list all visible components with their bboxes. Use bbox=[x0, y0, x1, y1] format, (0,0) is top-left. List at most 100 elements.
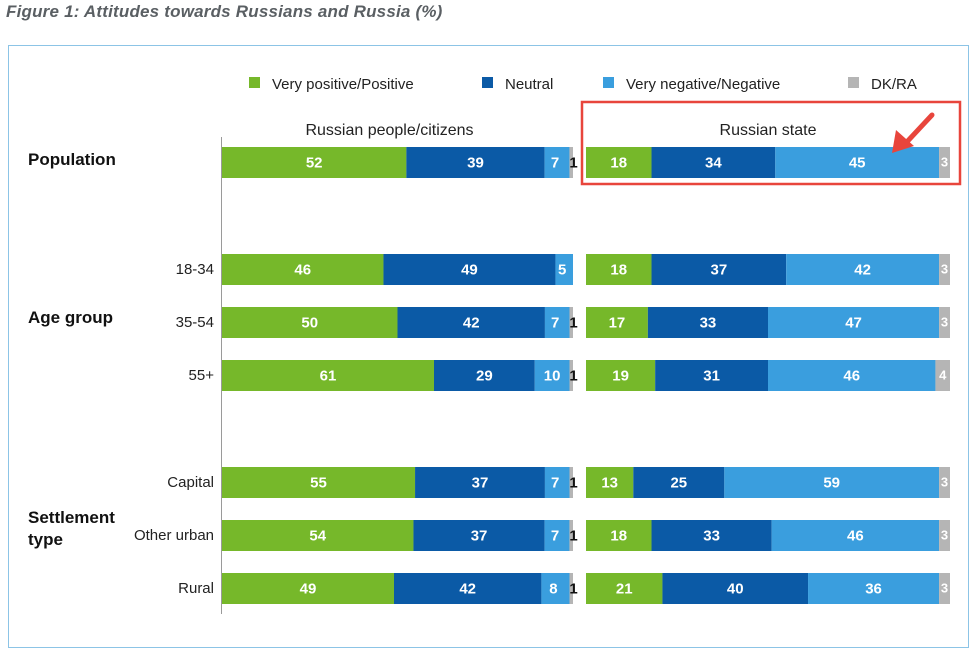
label-settlement-type-other-urban-russian-state-very-positive-positive: 18 bbox=[610, 528, 627, 545]
bar-population-all-russian-state-neutral bbox=[651, 147, 776, 178]
label-settlement-type-rural-russian-state-very-positive-positive: 21 bbox=[616, 581, 633, 598]
label-age-group-18-34-russian-people-citizens-very-positive-positive: 46 bbox=[294, 262, 311, 279]
bar-settlement-type-other-urban-russian-people-citizens-dk-ra bbox=[569, 520, 573, 551]
label-age-group-55-russian-people-citizens-very-negative-negative: 10 bbox=[544, 368, 561, 385]
panel-title-russian-state: Russian state bbox=[720, 122, 817, 139]
label-settlement-type-rural-russian-people-citizens-neutral: 42 bbox=[459, 581, 476, 598]
arrow-head bbox=[892, 130, 914, 153]
bar-age-group-55-russian-people-citizens-dk-ra bbox=[569, 360, 573, 391]
bar-settlement-type-other-urban-russian-people-citizens-very-negative-negative bbox=[544, 520, 570, 551]
label-settlement-type-rural-russian-people-citizens-dk-ra: 1 bbox=[569, 581, 577, 598]
group-label-population: Population bbox=[28, 150, 116, 169]
label-settlement-type-other-urban-russian-people-citizens-very-negative-negative: 7 bbox=[551, 528, 559, 545]
legend-label-neutral: Neutral bbox=[505, 76, 553, 93]
bar-age-group-18-34-russian-state-very-negative-negative bbox=[786, 254, 940, 285]
label-population-all-russian-people-citizens-very-negative-negative: 7 bbox=[551, 155, 559, 172]
group-label-age-group: Age group bbox=[28, 308, 113, 327]
label-age-group-55-russian-state-neutral: 31 bbox=[703, 368, 720, 385]
label-age-group-55-russian-state-very-negative-negative: 46 bbox=[843, 368, 860, 385]
label-age-group-35-54-russian-state-very-negative-negative: 47 bbox=[845, 315, 862, 332]
label-population-all-russian-people-citizens-very-positive-positive: 52 bbox=[306, 155, 323, 172]
bar-age-group-55-russian-people-citizens-very-positive-positive bbox=[222, 360, 434, 391]
label-age-group-55-russian-people-citizens-neutral: 29 bbox=[476, 368, 493, 385]
highlight-box bbox=[580, 100, 962, 186]
label-settlement-type-rural-russian-people-citizens-very-negative-negative: 8 bbox=[549, 581, 557, 598]
legend-label-very-positive-positive: Very positive/Positive bbox=[272, 76, 414, 93]
row-label-rural: Rural bbox=[178, 580, 214, 597]
bar-age-group-18-34-russian-state-very-positive-positive bbox=[586, 254, 652, 285]
label-age-group-55-russian-people-citizens-dk-ra: 1 bbox=[569, 368, 577, 385]
label-settlement-type-rural-russian-state-very-negative-negative: 36 bbox=[865, 581, 882, 598]
label-population-all-russian-people-citizens-dk-ra: 1 bbox=[569, 155, 577, 172]
label-settlement-type-capital-russian-state-very-positive-positive: 13 bbox=[601, 475, 618, 492]
bar-age-group-18-34-russian-people-citizens-neutral bbox=[383, 254, 556, 285]
legend-swatch-neutral bbox=[482, 77, 493, 88]
bar-age-group-18-34-russian-people-citizens-very-negative-negative bbox=[555, 254, 573, 285]
label-settlement-type-capital-russian-people-citizens-dk-ra: 1 bbox=[569, 475, 577, 492]
row-label-other-urban: Other urban bbox=[134, 527, 214, 544]
label-settlement-type-other-urban-russian-state-neutral: 33 bbox=[703, 528, 720, 545]
label-population-all-russian-state-very-positive-positive: 18 bbox=[610, 155, 627, 172]
bar-settlement-type-other-urban-russian-state-very-negative-negative bbox=[771, 520, 940, 551]
bar-age-group-35-54-russian-state-very-negative-negative bbox=[768, 307, 940, 338]
bar-age-group-55-russian-people-citizens-neutral bbox=[433, 360, 535, 391]
label-age-group-55-russian-people-citizens-very-positive-positive: 61 bbox=[320, 368, 337, 385]
highlight-overlay bbox=[580, 100, 962, 186]
bar-settlement-type-rural-russian-state-dk-ra bbox=[939, 573, 950, 604]
bars: 52 39 7 1 18 34 45 346 49 5 18 37 42 350 42 7 1 17 33 47 361… bbox=[222, 147, 950, 604]
bar-settlement-type-capital-russian-people-citizens-very-negative-negative bbox=[544, 467, 570, 498]
bar-settlement-type-rural-russian-state-very-positive-positive bbox=[586, 573, 663, 604]
legend-label-dk-ra: DK/RA bbox=[871, 76, 917, 93]
label-age-group-35-54-russian-people-citizens-dk-ra: 1 bbox=[569, 315, 577, 332]
bar-settlement-type-capital-russian-state-neutral bbox=[633, 467, 725, 498]
bar-age-group-35-54-russian-people-citizens-dk-ra bbox=[569, 307, 573, 338]
label-age-group-18-34-russian-state-dk-ra: 3 bbox=[941, 262, 948, 277]
label-population-all-russian-state-very-negative-negative: 45 bbox=[849, 155, 866, 172]
label-age-group-35-54-russian-state-dk-ra: 3 bbox=[941, 315, 948, 330]
label-settlement-type-capital-russian-people-citizens-very-positive-positive: 55 bbox=[310, 475, 327, 492]
label-settlement-type-other-urban-russian-state-very-negative-negative: 46 bbox=[847, 528, 864, 545]
bar-age-group-55-russian-state-very-negative-negative bbox=[768, 360, 936, 391]
bar-age-group-35-54-russian-people-citizens-neutral bbox=[397, 307, 545, 338]
bar-settlement-type-rural-russian-people-citizens-dk-ra bbox=[569, 573, 573, 604]
bar-age-group-55-russian-state-neutral bbox=[655, 360, 768, 391]
bar-age-group-35-54-russian-people-citizens-very-positive-positive bbox=[222, 307, 398, 338]
label-settlement-type-capital-russian-people-citizens-very-negative-negative: 7 bbox=[551, 475, 559, 492]
legend-label-very-negative-negative: Very negative/Negative bbox=[626, 76, 780, 93]
bar-population-all-russian-state-very-positive-positive bbox=[586, 147, 652, 178]
legend: Very positive/Positive Neutral Very negati… bbox=[249, 76, 917, 93]
bar-settlement-type-capital-russian-people-citizens-dk-ra bbox=[569, 467, 573, 498]
bar-settlement-type-other-urban-russian-state-neutral bbox=[651, 520, 772, 551]
bar-settlement-type-rural-russian-people-citizens-very-negative-negative bbox=[541, 573, 570, 604]
label-population-all-russian-state-neutral: 34 bbox=[705, 155, 722, 172]
row-label-55: 55+ bbox=[189, 367, 215, 384]
label-age-group-55-russian-state-dk-ra: 4 bbox=[939, 368, 947, 383]
bar-population-all-russian-people-citizens-very-negative-negative bbox=[544, 147, 570, 178]
bar-settlement-type-rural-russian-state-very-negative-negative bbox=[808, 573, 940, 604]
bar-age-group-18-34-russian-state-dk-ra bbox=[939, 254, 950, 285]
label-population-all-russian-people-citizens-neutral: 39 bbox=[467, 155, 484, 172]
label-settlement-type-other-urban-russian-people-citizens-very-positive-positive: 54 bbox=[309, 528, 326, 545]
label-age-group-35-54-russian-state-very-positive-positive: 17 bbox=[609, 315, 626, 332]
label-age-group-18-34-russian-state-very-negative-negative: 42 bbox=[854, 262, 871, 279]
label-age-group-35-54-russian-people-citizens-very-positive-positive: 50 bbox=[301, 315, 318, 332]
figure-title: Figure 1: Attitudes towards Russians and… bbox=[6, 2, 443, 21]
bar-population-all-russian-people-citizens-neutral bbox=[406, 147, 545, 178]
legend-swatch-dk-ra bbox=[848, 77, 859, 88]
label-settlement-type-rural-russian-people-citizens-very-positive-positive: 49 bbox=[300, 581, 317, 598]
bar-settlement-type-other-urban-russian-state-very-positive-positive bbox=[586, 520, 652, 551]
bar-age-group-35-54-russian-people-citizens-very-negative-negative bbox=[544, 307, 570, 338]
bar-age-group-35-54-russian-state-neutral bbox=[647, 307, 768, 338]
label-settlement-type-other-urban-russian-state-dk-ra: 3 bbox=[941, 528, 948, 543]
bar-population-all-russian-people-citizens-very-positive-positive bbox=[222, 147, 407, 178]
bar-population-all-russian-people-citizens-dk-ra bbox=[569, 147, 573, 178]
panel-title-russian-people-citizens: Russian people/citizens bbox=[305, 122, 473, 139]
panel-titles: Russian people/citizens Russian state bbox=[305, 122, 816, 139]
chart-frame bbox=[8, 45, 969, 648]
label-age-group-35-54-russian-state-neutral: 33 bbox=[700, 315, 717, 332]
bar-age-group-35-54-russian-state-dk-ra bbox=[939, 307, 950, 338]
bar-age-group-18-34-russian-people-citizens-very-positive-positive bbox=[222, 254, 384, 285]
label-age-group-18-34-russian-state-very-positive-positive: 18 bbox=[610, 262, 627, 279]
bar-age-group-55-russian-state-dk-ra bbox=[935, 360, 950, 391]
